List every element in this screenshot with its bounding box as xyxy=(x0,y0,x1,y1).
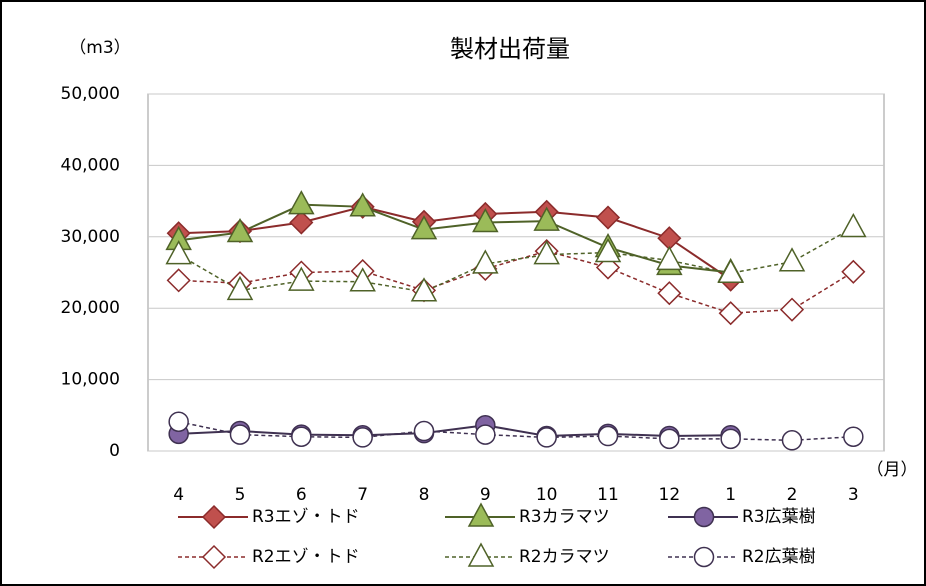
y-tick-label: 0 xyxy=(109,441,120,461)
marker-circle xyxy=(693,546,715,568)
x-tick-label: 11 xyxy=(597,485,619,505)
y-tick-label: 10,000 xyxy=(61,370,120,390)
marker-triangle xyxy=(349,267,376,292)
x-axis-unit: （月） xyxy=(867,460,918,480)
x-tick-label: 1 xyxy=(725,485,736,505)
marker-circle xyxy=(352,427,373,448)
marker-triangle xyxy=(349,192,376,217)
marker-circle xyxy=(720,428,741,450)
y-tick-label: 50,000 xyxy=(61,84,120,104)
x-tick-label: 6 xyxy=(296,485,307,505)
x-tick-label: 4 xyxy=(173,485,184,505)
marker-triangle xyxy=(226,275,254,301)
marker-diamond xyxy=(657,281,682,306)
y-tick-label: 40,000 xyxy=(61,155,120,175)
series-line xyxy=(178,205,732,281)
legend-label: R3広葉樹 xyxy=(742,507,816,527)
marker-triangle xyxy=(165,240,192,265)
series-line xyxy=(178,424,731,438)
marker-diamond xyxy=(718,301,743,326)
marker-triangle xyxy=(472,207,499,233)
marker-triangle xyxy=(467,502,495,527)
y-tick-label: 30,000 xyxy=(61,227,120,247)
marker-triangle xyxy=(778,247,806,272)
x-tick-label: 12 xyxy=(659,485,681,505)
marker-circle xyxy=(659,428,680,450)
y-tick-label: 20,000 xyxy=(61,298,120,318)
marker-triangle xyxy=(410,215,438,240)
chart-title: 製材出荷量 xyxy=(450,35,570,63)
legend-label: R3カラマツ xyxy=(519,507,610,527)
marker-circle xyxy=(229,424,251,445)
marker-triangle xyxy=(410,277,438,302)
marker-diamond xyxy=(841,259,866,284)
marker-diamond xyxy=(201,544,227,570)
x-tick-label: 3 xyxy=(848,485,859,505)
marker-diamond xyxy=(289,210,314,235)
x-tick-label: 2 xyxy=(787,485,798,505)
marker-triangle xyxy=(226,217,254,243)
marker-triangle xyxy=(656,245,683,271)
marker-triangle xyxy=(594,237,622,263)
marker-circle xyxy=(536,427,557,448)
marker-triangle xyxy=(472,249,499,274)
marker-diamond xyxy=(166,268,191,293)
marker-triangle xyxy=(467,542,495,567)
marker-circle xyxy=(291,426,312,447)
x-tick-label: 5 xyxy=(235,485,246,505)
marker-diamond xyxy=(595,205,621,230)
marker-circle xyxy=(168,411,189,432)
marker-triangle xyxy=(840,212,867,238)
legend-label: R2広葉樹 xyxy=(742,547,816,567)
marker-diamond xyxy=(779,297,805,322)
marker-circle xyxy=(843,426,864,447)
legend-label: R3エゾ・トド xyxy=(252,507,360,527)
marker-circle xyxy=(413,420,435,442)
marker-circle xyxy=(475,424,496,445)
legend-label: R2カラマツ xyxy=(519,547,610,567)
marker-circle xyxy=(693,506,715,528)
series-line xyxy=(178,226,854,293)
marker-circle xyxy=(781,430,803,451)
marker-circle xyxy=(597,425,619,447)
y-axis-unit: （m3） xyxy=(69,38,130,58)
marker-triangle xyxy=(533,240,560,265)
marker-triangle xyxy=(717,258,744,283)
x-tick-label: 10 xyxy=(536,485,558,505)
marker-triangle xyxy=(288,266,315,291)
x-tick-label: 8 xyxy=(419,485,430,505)
marker-triangle xyxy=(288,190,315,215)
x-tick-label: 7 xyxy=(357,485,368,505)
marker-triangle xyxy=(533,206,560,231)
x-tick-label: 9 xyxy=(480,485,491,505)
legend-label: R2エゾ・トド xyxy=(252,547,360,567)
marker-diamond xyxy=(201,504,227,530)
